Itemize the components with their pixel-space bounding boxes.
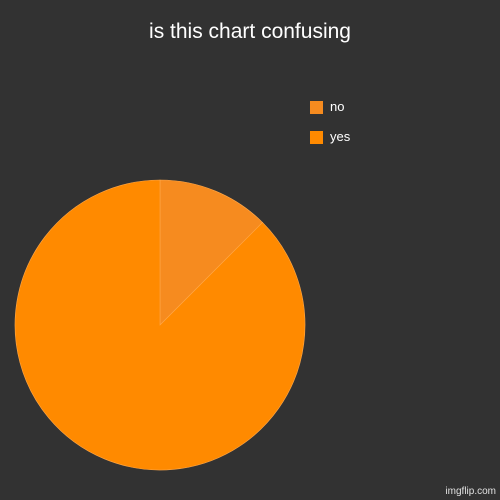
legend-item-no: no — [310, 99, 350, 115]
legend-item-yes: yes — [310, 129, 350, 145]
watermark: imgflip.com — [445, 486, 496, 497]
chart-title: is this chart confusing — [149, 20, 351, 43]
legend-swatch-yes — [310, 130, 323, 144]
pie-slice-yes — [14, 179, 306, 471]
legend-label-no: no — [330, 99, 345, 114]
chart-legend: no yes — [310, 99, 350, 159]
legend-label-yes: yes — [330, 129, 351, 144]
pie-slice-no — [159, 179, 263, 326]
legend-swatch-no — [310, 100, 323, 114]
